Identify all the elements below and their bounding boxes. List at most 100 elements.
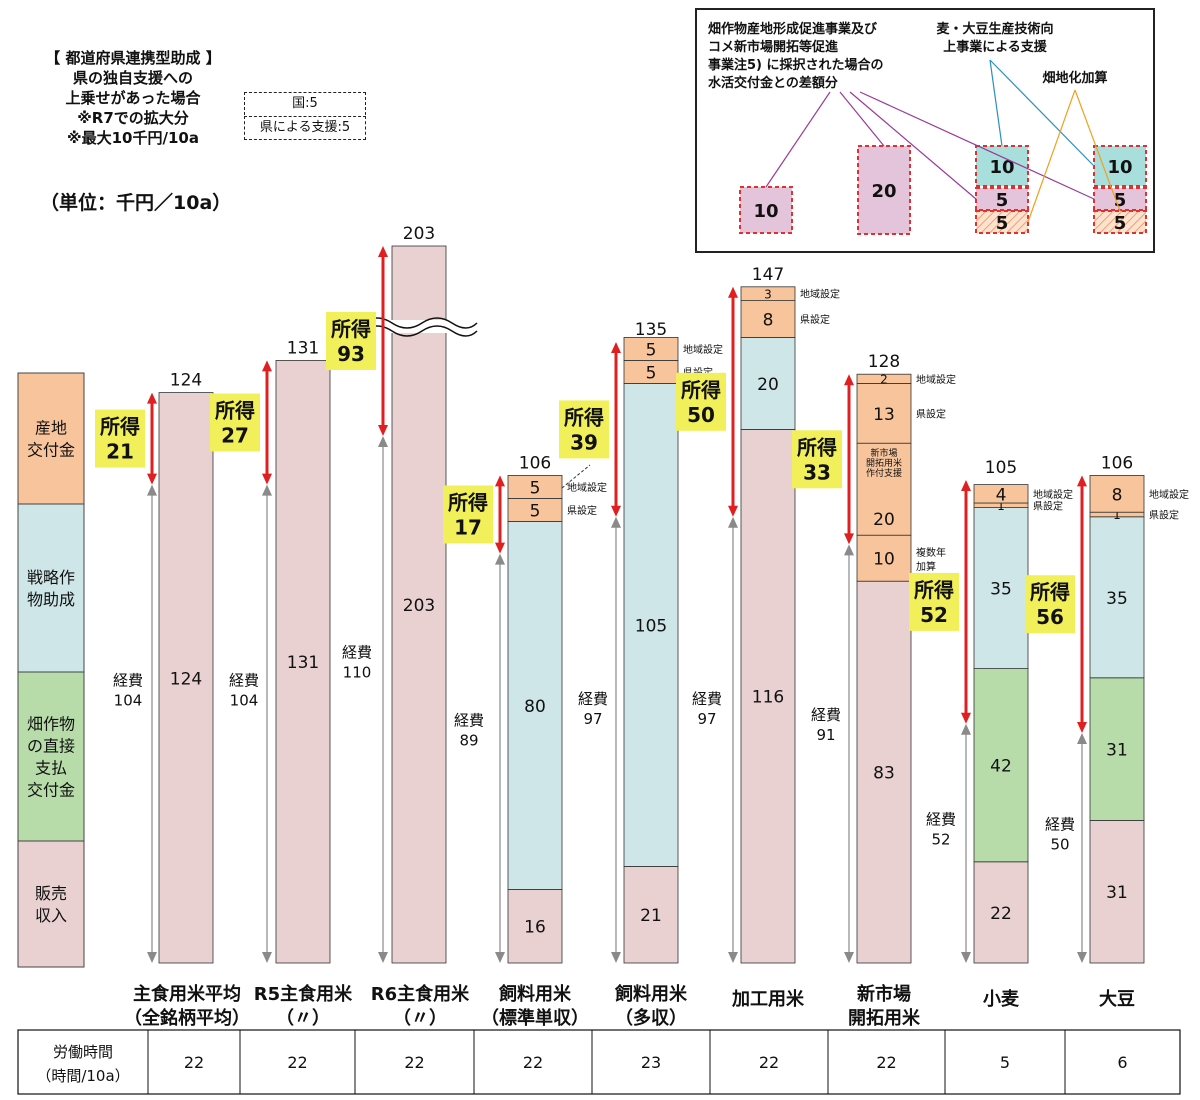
category-label-7: 小麦 [983,988,1020,1010]
bar-3-seg-3 [507,474,563,499]
category-label-1: R5主食用米（〃） [254,983,353,1029]
bar-6-value-2: 20 [873,510,895,530]
bar-5-value-0: 116 [752,688,784,708]
bar-4-total: 135 [635,320,667,340]
income-arrow-7 [961,480,971,724]
legend-label-1: 戦略作物助成 [27,568,75,609]
labor-value-2: 22 [404,1053,424,1072]
cost-arrow-2 [378,436,388,963]
bar-6-seg-4 [856,373,912,384]
legend-label-3: 販売収入 [35,884,67,925]
category-label-0: 主食用米平均（全銘柄平均） [124,983,250,1029]
inset-line-blue-0 [989,59,1003,147]
bar-5-seg-label-2: 県設定 [800,313,830,326]
bar-3-total: 106 [519,453,551,473]
prefecture-support-box: 県による支援:5 [244,116,366,140]
income-label-4: 所得 39 [564,405,604,454]
bar-4-value-1: 105 [635,616,667,636]
bar-6-seg-0 [856,580,912,964]
inset-value-4: 5 [996,213,1009,234]
cost-label-6: 経費 91 [811,706,841,744]
bar-1-value-0: 131 [287,653,319,673]
bar-5-seg-1 [740,336,796,430]
income-label-6: 所得 33 [797,435,837,484]
bar-3-value-1: 80 [524,697,546,717]
income-label-7: 所得 52 [914,578,954,627]
cost-label-4: 経費 97 [578,690,608,728]
income-arrow-8 [1077,475,1087,733]
bar-5-value-1: 20 [757,375,779,395]
bar-3-seg-label-3: 地域設定 [567,481,607,494]
labor-value-1: 22 [287,1053,307,1072]
inset-box-1 [857,145,911,235]
legend-label-0: 産地交付金 [27,419,75,460]
axis-break-mask [388,320,450,333]
bar-8-value-3: 1 [1113,508,1121,522]
category-label-4: 飼料用米（多収） [614,983,688,1029]
bar-6-seg-label-1: 複数年加算 [916,546,946,573]
bar-3-seg-label-2: 県設定 [567,504,597,517]
inset-line-purple-3 [859,91,1095,200]
bar-6-total: 128 [868,352,900,372]
inset-value-5: 10 [1107,157,1132,178]
income-badge-0 [95,409,145,468]
income-arrow-5 [728,286,738,517]
inset-line-purple-0 [765,91,831,188]
bar-7-seg-4 [973,484,1029,504]
inset-value-6: 5 [1114,190,1127,211]
income-label-8: 所得 56 [1030,580,1070,629]
inset-value-1: 20 [871,181,896,202]
inset-value-7: 5 [1114,213,1127,234]
bar-7-seg-label-3: 県設定 [1033,499,1063,512]
bar-0-total: 124 [170,371,202,391]
bar-7-value-2: 35 [990,580,1012,600]
note-line-1: 県の独自支援への [72,69,193,87]
cost-label-8: 経費 50 [1045,816,1075,854]
unit-label: （単位：千円／10a） [40,192,232,214]
bar-7-value-4: 4 [996,485,1007,505]
bar-8-value-0: 31 [1106,883,1128,903]
bar-0-seg-0 [158,392,214,964]
bar-6-value-0: 83 [873,764,895,784]
category-label-6: 新市場開拓用米 [848,983,921,1029]
cost-arrow-5 [728,516,738,963]
bar-6-seg-label-4: 地域設定 [916,373,956,386]
bar-3-value-3: 5 [530,478,541,498]
cost-arrow-6 [844,544,854,963]
bar-1-seg-0 [275,359,331,964]
note-line-3: ※R7での拡大分 [77,109,189,127]
legend-swatch-2 [17,671,85,842]
income-badge-2 [326,312,376,370]
inset-box-0 [739,186,793,234]
bar-8-value-2: 35 [1106,589,1128,609]
bar-8-seg-2 [1089,516,1145,679]
income-label-5: 所得 50 [681,378,721,427]
income-badge-3 [443,485,493,544]
labor-value-5: 22 [759,1053,779,1072]
bar-7-value-3: 1 [997,499,1005,513]
bar-8-seg-1 [1089,677,1145,821]
note-line-4: ※最大10千円/10a [67,129,199,147]
income-arrow-6 [844,374,854,545]
bar-4-value-0: 21 [640,906,662,926]
bar-6-value-3: 13 [873,405,895,425]
bar-5-value-3: 3 [764,287,772,301]
bar-6-value-1: 10 [873,550,895,570]
cost-arrow-3 [495,553,505,963]
category-label-2: R6主食用米（〃） [371,983,470,1029]
bar-3-seg-1 [507,521,563,890]
income-label-0: 所得 21 [100,415,140,464]
bar-7-seg-1 [973,668,1029,863]
income-badge-6 [792,430,842,489]
legend-swatch-3 [17,840,85,968]
inset-line-purple-2 [849,91,977,200]
income-badge-8 [1025,575,1075,634]
bar-2-seg-0 [391,245,447,964]
category-label-3: 飼料用米（標準単収） [481,983,589,1029]
inset-line-purple-1 [839,91,885,147]
bar-1-total: 131 [287,338,319,358]
inset-value-0: 10 [753,201,778,222]
inset-value-2: 10 [989,157,1014,178]
bar-6-value-4: 2 [880,372,888,386]
bar-8-total: 106 [1101,453,1133,473]
